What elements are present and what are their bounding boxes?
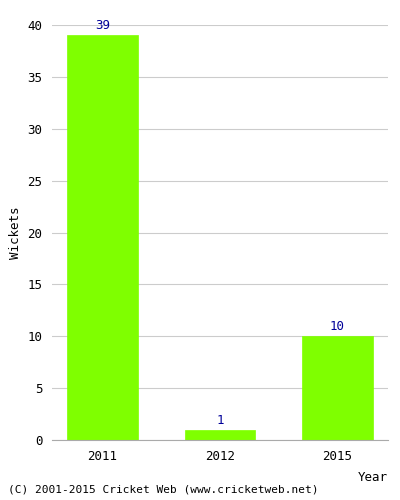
Text: 39: 39 <box>95 20 110 32</box>
Bar <box>302 336 373 440</box>
Bar <box>67 36 138 440</box>
Bar <box>185 430 255 440</box>
Text: 1: 1 <box>216 414 224 426</box>
Text: 10: 10 <box>330 320 345 333</box>
Text: (C) 2001-2015 Cricket Web (www.cricketweb.net): (C) 2001-2015 Cricket Web (www.cricketwe… <box>8 485 318 495</box>
Text: Year: Year <box>358 470 388 484</box>
Y-axis label: Wickets: Wickets <box>9 206 22 259</box>
